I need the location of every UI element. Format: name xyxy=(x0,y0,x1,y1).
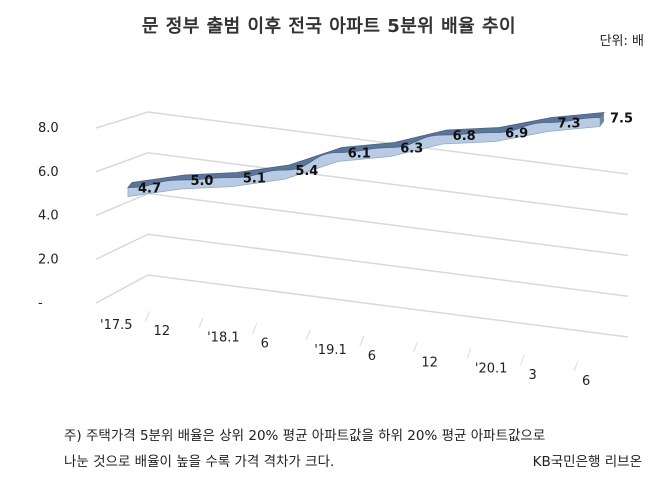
x-tick-label: '20.1 xyxy=(475,362,508,377)
data-label: 6.9 xyxy=(505,127,528,142)
gridline xyxy=(95,151,629,216)
y-tick-label: 8.0 xyxy=(38,121,59,136)
x-tick-mark xyxy=(466,348,472,359)
x-tick-label: 12 xyxy=(421,355,438,370)
footnote-line-1: 주) 주택가격 5분위 배율은 상위 20% 평균 아파트값을 하위 20% 평… xyxy=(64,428,546,444)
y-tick-label: - xyxy=(38,296,43,311)
y-axis-ticks: - 2.0 4.0 6.0 8.0 xyxy=(38,121,59,311)
ribbon-end-cap xyxy=(600,112,604,127)
x-tick-label: 6 xyxy=(582,374,590,389)
unit-label: 단위: 배 xyxy=(599,34,644,49)
data-label: 7.5 xyxy=(610,112,633,127)
y-tick-label: 6.0 xyxy=(38,165,59,180)
x-axis-ticks: '17.5 12 '18.1 6 '19.1 6 12 '20.1 3 6 xyxy=(100,311,590,389)
x-tick-mark xyxy=(519,354,525,365)
data-label: 5.0 xyxy=(190,174,213,189)
x-tick-label: 12 xyxy=(154,324,171,339)
x-tick-label: '18.1 xyxy=(207,330,240,345)
data-label: 5.1 xyxy=(243,172,266,187)
y-tick-label: 4.0 xyxy=(38,209,59,224)
gridline xyxy=(95,233,629,297)
x-tick-mark xyxy=(305,329,311,341)
data-label: 7.3 xyxy=(558,117,581,132)
chart-title: 문 정부 출범 이후 전국 아파트 5분위 배율 추이 xyxy=(141,16,517,37)
ribbon-top-face xyxy=(127,112,605,188)
x-tick-mark xyxy=(252,323,258,334)
x-tick-label: '17.5 xyxy=(100,318,133,333)
chart-area: - 2.0 4.0 6.0 8.0 '17.5 12 '18.1 6 '19.1 6 12 '20.1… xyxy=(38,111,633,389)
footnote-line-2: 나눈 것으로 배율이 높을 수록 가격 격차가 크다. xyxy=(64,454,335,470)
x-tick-mark xyxy=(145,311,151,322)
y-tick-label: 2.0 xyxy=(38,252,59,267)
source-label: KB국민은행 리브온 xyxy=(532,454,642,470)
x-tick-label: 6 xyxy=(261,337,269,352)
data-label: 4.7 xyxy=(138,182,161,197)
x-tick-label: 3 xyxy=(528,368,536,383)
ribbon-series xyxy=(127,112,605,197)
data-label: 6.3 xyxy=(400,142,423,157)
gridline xyxy=(95,111,629,175)
x-tick-label: 6 xyxy=(368,349,376,364)
gridline xyxy=(95,192,629,257)
x-tick-mark xyxy=(359,335,365,347)
x-tick-mark xyxy=(412,342,418,353)
data-label: 5.4 xyxy=(295,164,318,179)
x-tick-mark xyxy=(198,317,204,328)
data-label: 6.1 xyxy=(348,147,371,162)
data-labels: 4.7 5.0 5.1 5.4 6.1 6.3 6.8 6.9 7.3 7.5 xyxy=(138,112,633,197)
data-label: 6.8 xyxy=(453,129,476,144)
gridline xyxy=(95,274,629,338)
x-tick-mark xyxy=(573,360,579,372)
x-tick-label: '19.1 xyxy=(314,343,347,358)
